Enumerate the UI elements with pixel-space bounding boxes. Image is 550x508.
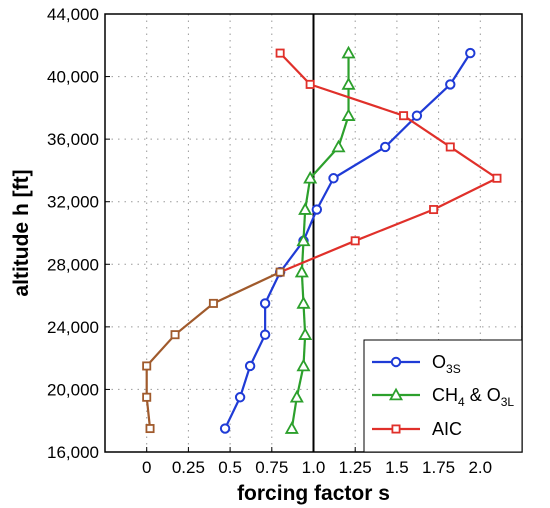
data-point-triangle (341, 108, 356, 121)
series-segment (224, 396, 242, 430)
data-point-square (142, 392, 152, 402)
y-tick-label: 24,000 (47, 318, 99, 337)
data-point-square (429, 205, 439, 215)
y-axis-title: altitude h [ft] (10, 169, 33, 296)
y-tick-label: 28,000 (47, 255, 99, 274)
data-point-triangle (331, 139, 346, 153)
data-point-circle (390, 356, 402, 368)
y-tick-label: 36,000 (47, 130, 99, 149)
legend-label: CH4 & O3L (432, 385, 514, 409)
data-point-circle (380, 141, 391, 153)
series-segment (264, 271, 282, 304)
series-segment (279, 52, 311, 86)
series-segment (433, 177, 498, 211)
series-segment (212, 271, 281, 305)
data-point-square (275, 267, 285, 277)
plot-frame (104, 13, 523, 453)
data-point-square (445, 142, 455, 152)
series-layer (142, 45, 502, 434)
data-point-triangle (341, 77, 356, 90)
data-point-triangle (296, 296, 311, 309)
series-aic (142, 48, 502, 434)
data-point-square (145, 424, 155, 434)
y-tick-label: 20,000 (47, 380, 99, 399)
data-point-square (142, 361, 152, 371)
data-point-circle (411, 110, 423, 121)
legend-item: CH4 & O3L (372, 385, 514, 409)
y-axis-ticks: 16,000 20,000 24,000 28,000 32,000 36,000 40,0… (47, 5, 110, 462)
series-segment (239, 365, 252, 398)
series-segment (279, 239, 356, 274)
data-point-circle (234, 392, 246, 403)
y-tick-label: 16,000 (47, 443, 99, 462)
x-tick-label: 1.75 (422, 458, 455, 477)
series-segment (302, 209, 318, 242)
legend-label: O3S (432, 352, 461, 376)
x-axis-title: forcing factor s (237, 482, 390, 505)
y-tick-label: 32,000 (47, 193, 99, 212)
series-segment (354, 208, 435, 242)
series-segment (402, 114, 451, 148)
data-point-triangle (298, 327, 313, 340)
x-tick-label: 1.0 (302, 458, 326, 477)
series-ch4-o3l (284, 45, 356, 434)
x-tick-label: 0.25 (172, 458, 205, 477)
legend: O3S CH4 & O3L AIC (363, 339, 523, 453)
legend-label: AIC (432, 419, 462, 439)
x-tick-label: 0.75 (255, 458, 288, 477)
data-point-triangle (296, 358, 311, 372)
y-tick-label: 44,000 (47, 5, 99, 24)
data-point-triangle (284, 421, 299, 434)
series-segment (145, 333, 176, 367)
data-point-triangle (289, 389, 304, 403)
series-segment (332, 146, 386, 180)
series-segment (315, 177, 335, 211)
data-point-triangle (341, 45, 356, 59)
x-tick-label: 0.5 (218, 458, 242, 477)
data-point-circle (259, 329, 271, 340)
data-point-square (305, 79, 315, 89)
data-point-circle (311, 204, 323, 215)
x-axis-ticks: 0 0.25 0.5 0.75 1.0 1.25 1.5 1.75 2.0 (142, 447, 492, 477)
y-tick-label: 40,000 (47, 68, 99, 87)
series-segment (145, 397, 152, 429)
data-point-triangle (298, 202, 313, 215)
data-point-square (399, 111, 409, 121)
data-point-triangle (303, 170, 318, 184)
series-o3s (219, 47, 476, 434)
series-segment (249, 334, 267, 367)
data-point-triangle (296, 233, 311, 247)
x-tick-label: 0 (142, 458, 151, 477)
data-point-circle (219, 423, 231, 434)
data-point-square (208, 298, 218, 308)
series-segment (449, 52, 472, 85)
series-segment (416, 83, 452, 117)
legend-item: O3S (372, 352, 461, 376)
series-segment (174, 302, 215, 336)
data-point-square (492, 173, 502, 183)
data-point-circle (445, 79, 456, 90)
data-point-triangle (388, 387, 404, 401)
legend-item: AIC (372, 419, 462, 439)
series-segment (449, 146, 498, 180)
data-point-square (170, 330, 180, 340)
x-tick-label: 1.25 (339, 458, 372, 477)
x-tick-label: 1.5 (385, 458, 409, 477)
data-point-square (275, 48, 285, 58)
data-point-circle (465, 47, 476, 59)
data-point-square (391, 424, 401, 434)
data-point-circle (244, 360, 256, 372)
data-point-circle (328, 173, 339, 184)
data-point-circle (259, 298, 271, 309)
data-point-square (350, 236, 360, 246)
x-tick-label: 2.0 (468, 458, 492, 477)
series-segment (309, 83, 404, 117)
data-point-triangle (294, 264, 309, 278)
